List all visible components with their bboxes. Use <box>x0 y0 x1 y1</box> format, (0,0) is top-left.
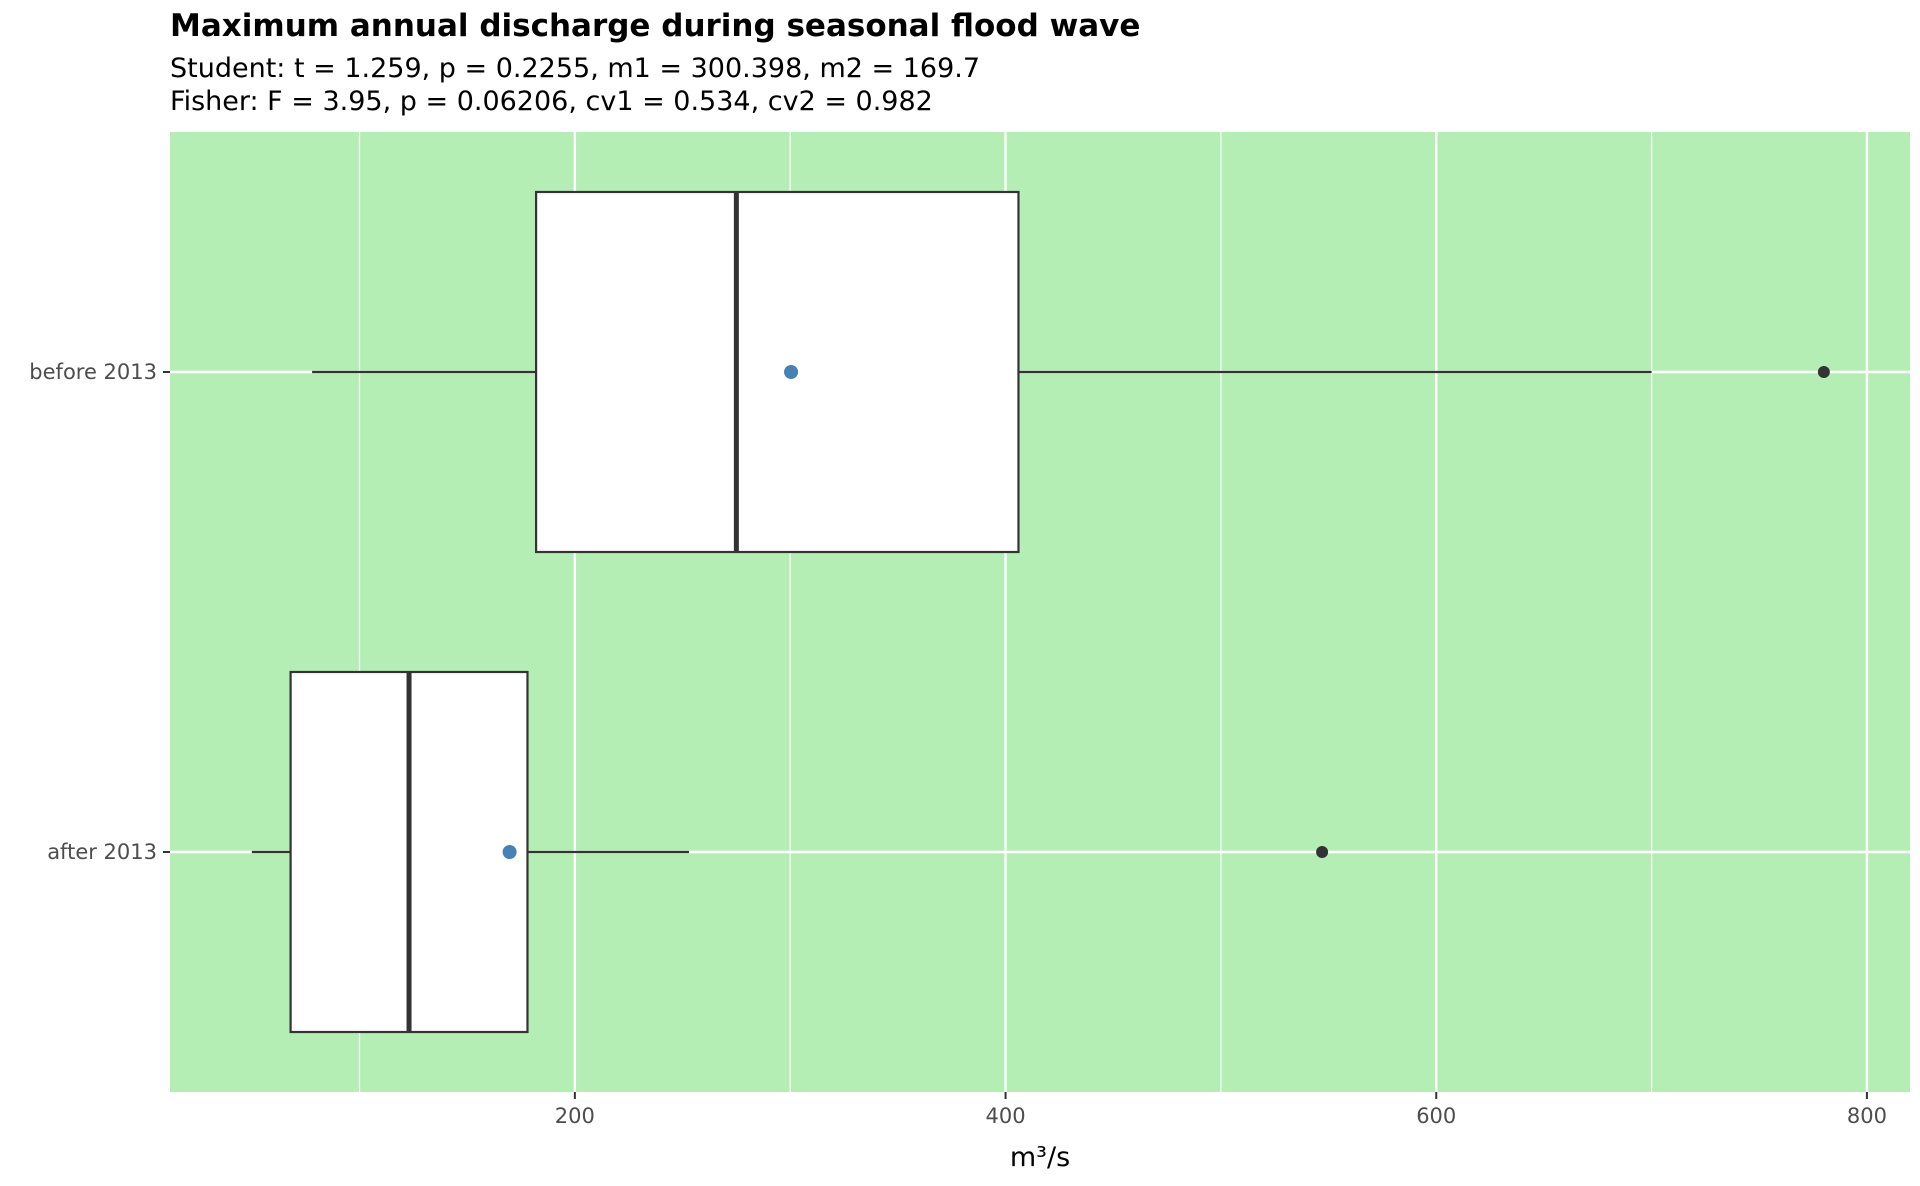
x-tick-label: 800 <box>1847 1104 1887 1128</box>
x-axis-title: m³/s <box>1010 1142 1070 1173</box>
chart-subtitle-fisher: Fisher: F = 3.95, p = 0.06206, cv1 = 0.5… <box>170 86 933 117</box>
x-tick-label: 200 <box>555 1104 595 1128</box>
outlier-point <box>1316 846 1329 858</box>
box-group <box>251 670 1329 1034</box>
x-tick-label: 600 <box>1416 1104 1456 1128</box>
outlier-point <box>1817 366 1830 378</box>
y-tick-label: before 2013 <box>29 360 157 384</box>
mean-point <box>784 365 799 379</box>
y-tick-label: after 2013 <box>47 840 157 864</box>
chart-subtitle-student: Student: t = 1.259, p = 0.2255, m1 = 300… <box>170 53 981 84</box>
box-marks <box>251 190 1830 1034</box>
x-tick-label: 400 <box>985 1104 1025 1128</box>
axes: 200 400 600 800 before 2013 after 2013 <box>29 360 1887 1128</box>
chart-title: Maximum annual discharge during seasonal… <box>170 8 1141 44</box>
box-iqr <box>534 190 1020 554</box>
box-group <box>312 190 1830 554</box>
mean-point <box>502 845 517 859</box>
